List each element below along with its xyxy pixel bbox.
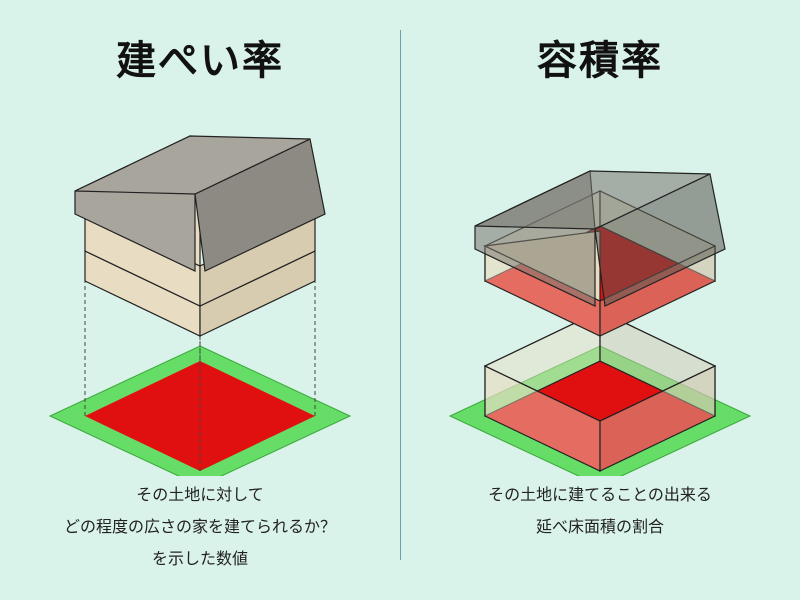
- left-desc-line2: どの程度の広さの家を建てられるか？: [64, 512, 336, 544]
- right-panel: 容積率: [400, 0, 800, 600]
- right-desc-line1: その土地に建てることの出来る: [488, 480, 712, 512]
- left-panel: 建ぺい率: [0, 0, 400, 600]
- right-diagram: [420, 106, 780, 476]
- left-title: 建ぺい率: [116, 28, 284, 86]
- left-desc-line3: を示した数値: [64, 544, 336, 576]
- right-title: 容積率: [537, 28, 663, 86]
- divider: [400, 30, 401, 560]
- right-desc-line2: 延べ床面積の割合: [488, 512, 712, 544]
- left-desc: その土地に対して どの程度の広さの家を建てられるか？ を示した数値: [64, 480, 336, 576]
- left-desc-line1: その土地に対して: [64, 480, 336, 512]
- right-desc: その土地に建てることの出来る 延べ床面積の割合: [488, 480, 712, 544]
- left-diagram: [20, 106, 380, 476]
